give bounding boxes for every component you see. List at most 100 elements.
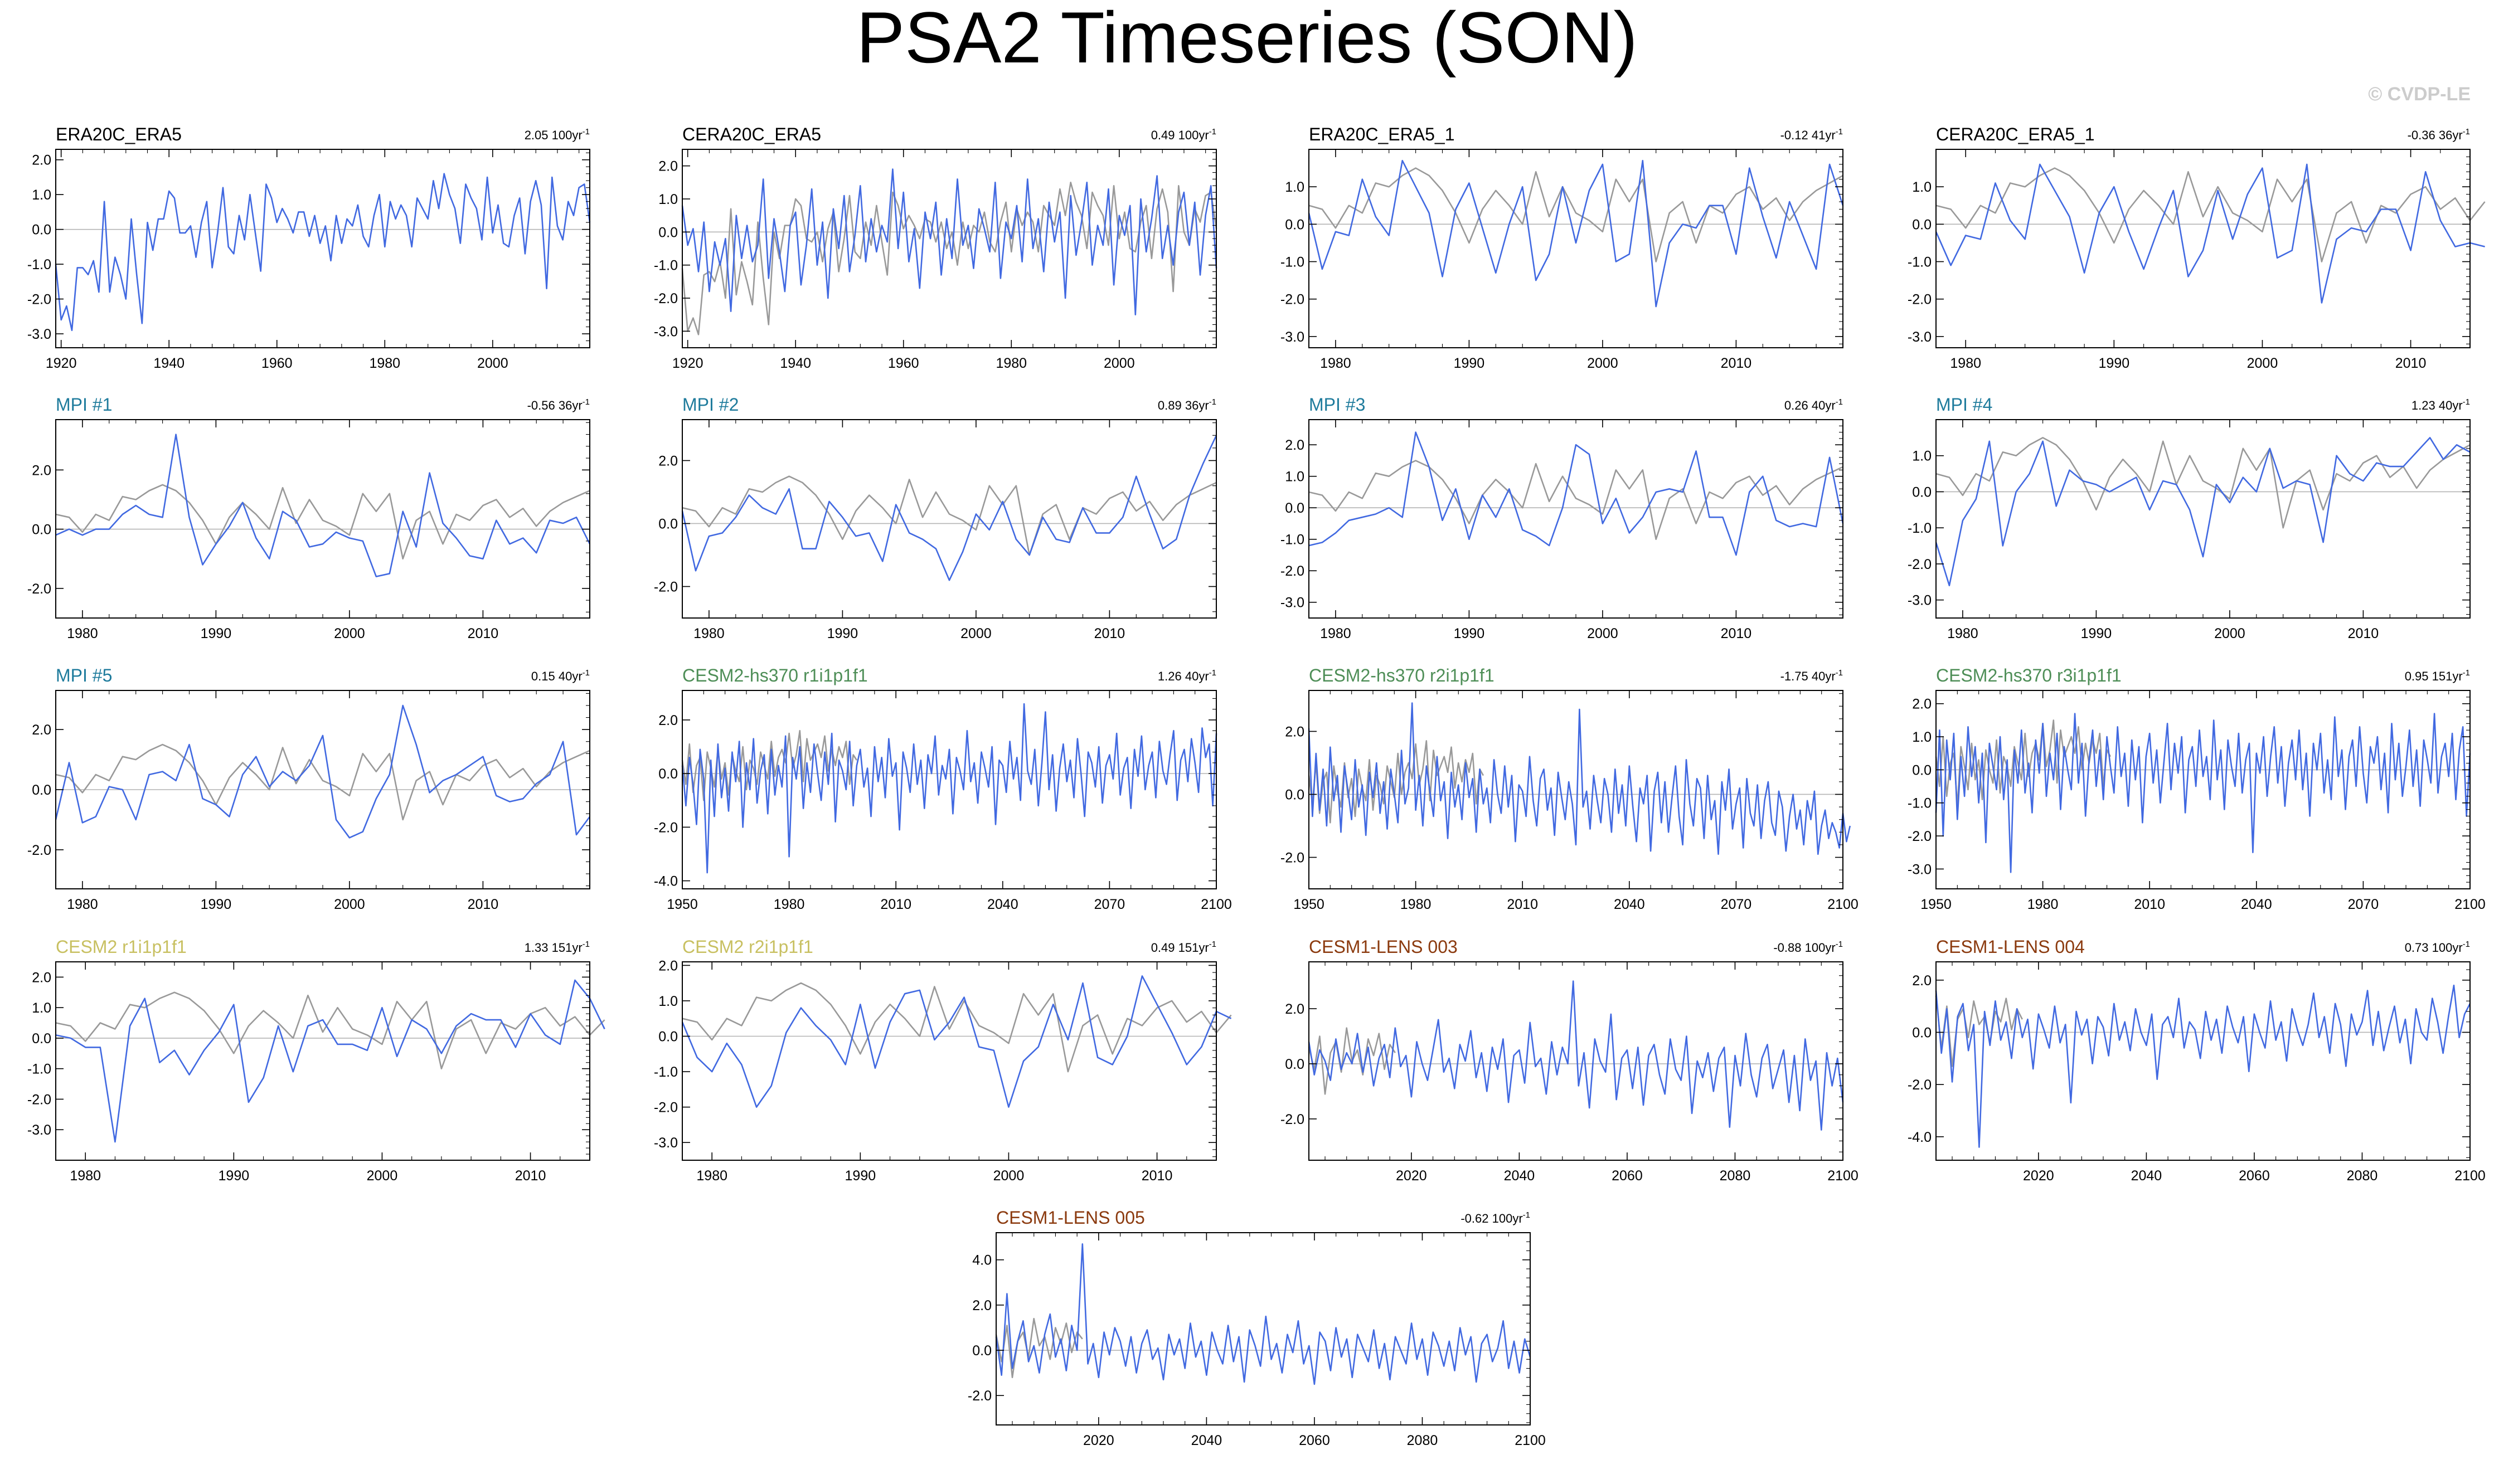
x-tick-label: 1980 bbox=[693, 626, 725, 641]
series-line-simulation bbox=[1935, 713, 2471, 873]
y-tick-label: 4.0 bbox=[972, 1253, 992, 1268]
y-tick-label: 0.0 bbox=[32, 1031, 51, 1047]
series-line-simulation bbox=[681, 975, 1232, 1108]
panel-title: CESM2-hs370 r1i1p1f1 bbox=[682, 665, 868, 685]
chart-panel: 2.0 0.0 -2.0 1980 1990 2000 2010 MPI #2 0.89 36y… bbox=[654, 395, 1217, 641]
y-tick-label: 1.0 bbox=[658, 192, 678, 207]
panel-title: CESM2 r1i1p1f1 bbox=[56, 937, 187, 957]
chart-panel: 1.0 0.0 -1.0 -2.0 -3.0 1980 1990 2000 2010 ERA20C… bbox=[1280, 124, 1844, 371]
chart-panel: 1.0 0.0 -1.0 -2.0 -3.0 1980 1990 2000 2010 CERA20… bbox=[1908, 124, 2486, 371]
x-tick-label: 1980 bbox=[67, 897, 98, 912]
trend-value: -0.62 100yr bbox=[1461, 1211, 1522, 1225]
series-line-observation bbox=[995, 1317, 1083, 1379]
y-tick-label: -1.0 bbox=[1908, 520, 1932, 536]
series-line-simulation bbox=[1935, 984, 2471, 1148]
x-tick-label: 2010 bbox=[1142, 1168, 1173, 1184]
y-tick-label: -3.0 bbox=[1280, 329, 1304, 345]
plot-frame bbox=[996, 1232, 1531, 1425]
x-tick-label: 1980 bbox=[369, 356, 400, 371]
y-tick-label: -1.0 bbox=[1908, 255, 1932, 270]
trend-label: 0.89 36yr-1 bbox=[1158, 397, 1216, 412]
trend-value: 0.15 40yr bbox=[531, 669, 583, 683]
y-tick-label: -2.0 bbox=[654, 579, 678, 595]
y-tick-label: -2.0 bbox=[654, 1100, 678, 1116]
y-tick-label: -2.0 bbox=[27, 581, 51, 597]
x-tick-label: 1990 bbox=[219, 1168, 250, 1184]
y-tick-label: 2.0 bbox=[1912, 973, 1932, 989]
x-tick-label: 1980 bbox=[696, 1168, 727, 1184]
chart-panel: 2.0 1.0 0.0 -1.0 -2.0 -3.0 1980 1990 2000 2010 CES… bbox=[654, 937, 1232, 1184]
trend-value: 2.05 100yr bbox=[525, 128, 583, 142]
x-tick-label: 1980 bbox=[1320, 626, 1351, 641]
y-tick-label: -2.0 bbox=[1280, 1112, 1304, 1127]
trend-value: -0.36 36yr bbox=[2408, 128, 2463, 142]
plot-frame bbox=[1308, 149, 1843, 348]
trend-exponent: -1 bbox=[1836, 397, 1843, 407]
y-tick-label: 2.0 bbox=[658, 958, 678, 974]
y-tick-label: -2.0 bbox=[1908, 292, 1932, 308]
x-tick-label: 2010 bbox=[2348, 626, 2379, 641]
y-tick-label: -4.0 bbox=[654, 874, 678, 889]
x-tick-label: 1960 bbox=[888, 356, 919, 371]
chart-panel: 2.0 1.0 0.0 -1.0 -2.0 -3.0 1980 1990 2000 2010 MPI… bbox=[1280, 395, 1844, 641]
x-tick-label: 2000 bbox=[993, 1168, 1025, 1184]
x-tick-label: 2100 bbox=[1827, 897, 1859, 912]
trend-value: 0.49 151yr bbox=[1151, 941, 1209, 955]
series-line-observation bbox=[1935, 995, 2023, 1067]
series-line-simulation bbox=[55, 434, 591, 577]
y-tick-label: 2.0 bbox=[658, 713, 678, 728]
y-tick-label: -2.0 bbox=[27, 843, 51, 858]
series-line-simulation bbox=[681, 168, 1217, 316]
trend-label: 1.33 151yr-1 bbox=[525, 940, 590, 955]
series-line-simulation bbox=[1935, 437, 2471, 586]
y-tick-label: 1.0 bbox=[1912, 729, 1932, 745]
y-tick-label: -2.0 bbox=[1280, 850, 1304, 865]
y-tick-label: -3.0 bbox=[1908, 862, 1932, 877]
chart-panel: 2.0 0.0 -2.0 1950 1980 2010 2040 2070 2100 CESM2-… bbox=[1280, 665, 1859, 912]
y-tick-label: 2.0 bbox=[1285, 1001, 1304, 1017]
main-title: PSA2 Timeseries (SON) bbox=[856, 0, 1637, 78]
trend-exponent: -1 bbox=[1836, 127, 1843, 137]
series-line-observation bbox=[1308, 460, 1843, 541]
x-tick-label: 2000 bbox=[1587, 356, 1618, 371]
y-tick-label: 0.0 bbox=[658, 225, 678, 240]
x-tick-label: 1950 bbox=[1293, 897, 1324, 912]
y-tick-label: 2.0 bbox=[658, 453, 678, 469]
y-tick-label: -2.0 bbox=[27, 292, 51, 308]
panel-title: MPI #3 bbox=[1309, 395, 1365, 415]
y-tick-label: 0.0 bbox=[32, 522, 51, 538]
panel-title: CESM1-LENS 005 bbox=[996, 1208, 1145, 1228]
trend-label: 1.23 40yr-1 bbox=[2411, 397, 2470, 412]
y-tick-label: 0.0 bbox=[1912, 217, 1932, 232]
x-tick-label: 1990 bbox=[1454, 626, 1485, 641]
chart-panel: 2.0 0.0 -2.0 -4.0 2020 2040 2060 2080 2100 CESM1-… bbox=[1908, 937, 2486, 1184]
plot-frame bbox=[1935, 690, 2471, 889]
x-tick-label: 2040 bbox=[987, 897, 1018, 912]
x-tick-label: 1990 bbox=[1454, 356, 1485, 371]
chart-panel: 2.0 1.0 0.0 -1.0 -2.0 -3.0 1920 1940 1960 1980 200… bbox=[27, 124, 591, 371]
x-tick-label: 1940 bbox=[153, 356, 185, 371]
trend-exponent: -1 bbox=[1836, 940, 1843, 949]
x-tick-label: 2040 bbox=[2131, 1168, 2162, 1184]
x-tick-label: 1980 bbox=[1947, 626, 1978, 641]
trend-exponent: -1 bbox=[2463, 127, 2470, 137]
x-tick-label: 2070 bbox=[1721, 897, 1752, 912]
x-tick-label: 2040 bbox=[1504, 1168, 1535, 1184]
plot-frame bbox=[55, 961, 590, 1161]
x-tick-label: 2010 bbox=[468, 897, 499, 912]
y-tick-label: -2.0 bbox=[968, 1388, 992, 1404]
x-tick-label: 2010 bbox=[880, 897, 911, 912]
y-tick-label: 2.0 bbox=[1912, 697, 1932, 712]
trend-exponent: -1 bbox=[1836, 668, 1843, 678]
y-tick-label: -2.0 bbox=[27, 1092, 51, 1107]
x-tick-label: 2100 bbox=[2454, 1168, 2486, 1184]
x-tick-label: 1990 bbox=[201, 626, 232, 641]
y-tick-label: -3.0 bbox=[654, 1135, 678, 1151]
trend-label: -0.36 36yr-1 bbox=[2408, 127, 2470, 142]
x-tick-label: 1990 bbox=[2081, 626, 2112, 641]
y-tick-label: -1.0 bbox=[654, 1064, 678, 1080]
trend-label: 0.15 40yr-1 bbox=[531, 668, 590, 683]
y-tick-label: 2.0 bbox=[658, 159, 678, 174]
trend-exponent: -1 bbox=[2463, 940, 2470, 949]
y-tick-label: 0.0 bbox=[1285, 500, 1304, 516]
